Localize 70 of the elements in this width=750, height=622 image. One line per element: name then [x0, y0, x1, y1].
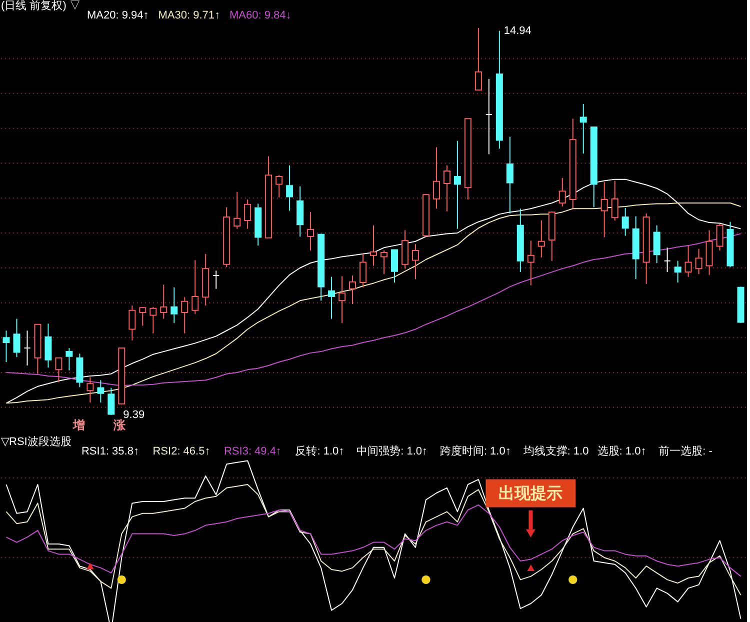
candlestick	[611, 180, 618, 221]
text: 跨度时间: 1.0↑	[440, 444, 511, 458]
candlestick	[150, 306, 157, 334]
candlestick	[139, 306, 146, 326]
candlestick	[360, 253, 367, 288]
candlestick	[307, 212, 314, 251]
chart-title: (日线 前复权) ▽	[1, 0, 80, 12]
candlestick	[181, 296, 188, 334]
annotation: 出现提示	[498, 484, 563, 502]
candlestick	[349, 275, 356, 305]
candlestick	[24, 330, 31, 366]
annotation: 9.39	[123, 408, 145, 421]
annotation: 14.94	[504, 25, 532, 38]
candlestick	[234, 191, 241, 230]
text: RSI1: 35.8↑	[81, 446, 139, 458]
candlestick	[296, 186, 304, 237]
candlestick	[474, 28, 482, 91]
text: 前一选股: -	[658, 444, 713, 458]
candlestick	[485, 78, 492, 155]
chart-title: ▽RSI波段选股	[1, 435, 72, 448]
text: 增	[72, 418, 86, 432]
candlestick	[716, 223, 724, 251]
candlestick	[328, 276, 336, 320]
candlestick	[86, 376, 94, 403]
candlestick	[401, 230, 408, 270]
candlestick	[2, 330, 10, 363]
candlestick	[432, 146, 440, 210]
candlestick	[580, 104, 587, 154]
text: MA30: 9.71↑	[158, 10, 220, 22]
candlestick	[538, 220, 545, 258]
candlestick	[527, 240, 534, 286]
candlestick	[160, 284, 168, 320]
candlestick	[286, 164, 294, 212]
candlestick	[66, 348, 73, 371]
candlestick	[128, 305, 136, 341]
candlestick	[664, 247, 671, 273]
candlestick	[13, 318, 20, 358]
candlestick	[276, 174, 283, 198]
text: MA60: 9.84↓	[229, 10, 292, 22]
text: 涨	[112, 418, 126, 432]
candlestick	[684, 245, 692, 278]
candlestick	[170, 286, 178, 324]
text: 选股: 1.0↑	[597, 444, 646, 458]
candlestick	[600, 182, 608, 238]
candlestick	[370, 224, 377, 266]
candlestick	[454, 140, 461, 230]
candlestick	[244, 199, 252, 230]
candlestick	[695, 248, 702, 275]
text: 均线支撑: 1.0	[522, 444, 589, 458]
candlestick	[674, 260, 682, 284]
candlestick	[412, 244, 419, 280]
candlestick	[506, 136, 514, 214]
text: 反转: 1.0↑	[295, 444, 344, 458]
candlestick	[97, 380, 104, 403]
text: RSI3: 49.4↑	[224, 446, 282, 458]
candlestick	[558, 177, 566, 208]
text: MA20: 9.94↑	[86, 10, 149, 22]
candlestick	[622, 207, 629, 236]
candlestick	[443, 164, 450, 212]
candlestick	[212, 270, 220, 290]
candlestick	[44, 323, 52, 368]
candlestick	[192, 260, 199, 314]
candlestick	[338, 276, 346, 324]
candlestick	[653, 224, 660, 264]
candlestick	[55, 357, 62, 383]
candlestick	[390, 249, 398, 284]
candlestick	[380, 250, 388, 275]
candlestick	[108, 387, 115, 416]
text: 中间强势: 1.0↑	[356, 444, 428, 458]
text: RSI2: 46.5↑	[152, 446, 210, 458]
